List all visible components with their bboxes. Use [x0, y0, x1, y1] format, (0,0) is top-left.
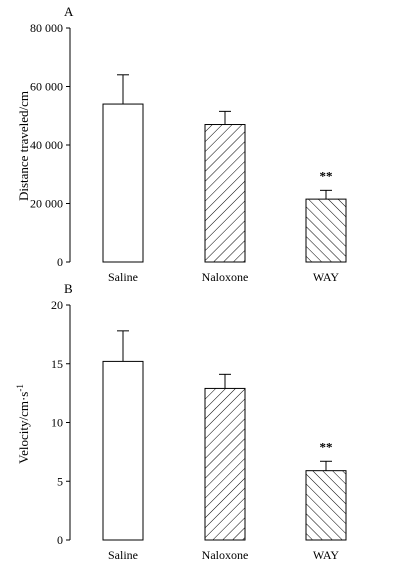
panel-b-y-axis-label-superscript: -1	[15, 384, 25, 392]
panel-a-y-tick-label: 40 000	[30, 138, 63, 152]
panel-a-x-tick-label-saline: Saline	[108, 270, 138, 284]
panel-a-bar-way	[305, 198, 347, 263]
panel-b-bar-naloxone	[204, 387, 246, 541]
panel-b-significance-way: **	[320, 439, 333, 454]
panel-a-y-tick-label: 0	[57, 255, 63, 269]
panel-b-y-tick-label: 10	[51, 416, 63, 430]
panel-b-y-axis-label: Velocity/cm·s-1	[15, 384, 31, 464]
panel-b-y-tick-label: 20	[51, 298, 63, 312]
panel-a-bar-saline	[102, 103, 144, 263]
panel-b-y-tick-label: 5	[57, 474, 63, 488]
panel-a-y-tick-label: 60 000	[30, 80, 63, 94]
panel-a-bar-naloxone	[204, 124, 246, 263]
panel-b-bar-way	[305, 470, 347, 541]
panel-b-y-tick-label: 15	[51, 357, 63, 371]
panel-b-letter: B	[64, 281, 73, 296]
panel-a: A Distance traveled/cm 0 20 000 40 000 60 0…	[16, 4, 347, 284]
panel-b: B Velocity/cm·s-1 0 5 10 15 20 Saline Naloxone…	[15, 281, 347, 562]
panel-a-x-tick-label-way: WAY	[313, 270, 340, 284]
panel-a-y-tick-label: 80 000	[30, 21, 63, 35]
panel-b-y-axis-label-main: Velocity/cm·s	[16, 392, 31, 464]
panel-a-y-tick-label: 20 000	[30, 197, 63, 211]
panel-a-y-axis-label: Distance traveled/cm	[16, 91, 31, 201]
panel-b-x-tick-label-naloxone: Naloxone	[202, 548, 249, 562]
panel-b-x-tick-label-way: WAY	[313, 548, 340, 562]
panel-a-letter: A	[64, 4, 74, 19]
panel-a-x-tick-label-naloxone: Naloxone	[202, 270, 249, 284]
panel-b-y-tick-label: 0	[57, 533, 63, 547]
panel-b-bar-saline	[102, 360, 144, 541]
panel-a-significance-way: **	[320, 168, 333, 183]
panel-b-x-tick-label-saline: Saline	[108, 548, 138, 562]
